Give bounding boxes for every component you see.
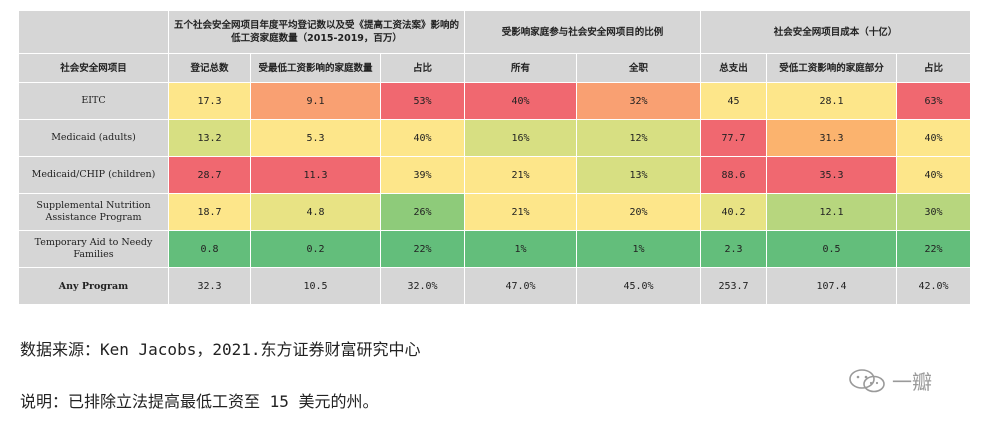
group-header-cost: 社会安全网项目成本（十亿） [700,10,972,54]
total-cell: 107.4 [766,267,898,305]
total-label: Any Program [18,267,169,305]
table-cell: 1% [576,230,702,268]
table-cell: 21% [464,156,578,194]
group-header-enrollment: 五个社会安全网项目年度平均登记数以及受《提高工资法案》影响的低工资家庭数量（20… [167,10,466,54]
explanation-note: 说明：已排除立法提高最低工资至 15 美元的州。 [20,392,379,411]
table-cell: 17.3 [168,82,251,120]
table-cell: 20% [576,193,702,231]
table-cell: 22% [379,230,466,268]
row-label: Supplemental Nutrition Assistance Progra… [18,193,169,231]
total-cell: 10.5 [250,267,381,305]
table-cell: 40% [379,119,466,157]
table-cell: 53% [379,82,466,120]
table-cell: 77.7 [700,119,768,157]
table-cell: 22% [896,230,972,268]
table-cell: 28.1 [766,82,898,120]
table-cell: 13.2 [168,119,251,157]
table-cell: 45 [700,82,768,120]
wechat-icon [849,368,885,392]
total-cell: 32.3 [168,267,251,305]
column-header: 社会安全网项目 [18,53,169,83]
source-note: 数据来源：Ken Jacobs，2021.东方证券财富研究中心 [20,340,421,359]
total-cell: 45.0% [576,267,702,305]
row-label: Medicaid (adults) [18,119,169,157]
table-row: Temporary Aid to Needy Families 0.8 0.2 22%… [18,230,972,268]
table-cell: 12.1 [766,193,898,231]
table-cell: 88.6 [700,156,768,194]
table-cell: 26% [379,193,466,231]
table-cell: 31.3 [766,119,898,157]
table-cell: 35.3 [766,156,898,194]
safety-net-table: 五个社会安全网项目年度平均登记数以及受《提高工资法案》影响的低工资家庭数量（20… [18,10,972,305]
table-cell: 39% [379,156,466,194]
table-cell: 0.8 [168,230,251,268]
column-header: 受低工资影响的家庭部分 [766,53,898,83]
column-header: 总支出 [700,53,768,83]
table-cell: 0.2 [250,230,381,268]
table-cell: 30% [896,193,972,231]
table-cell: 12% [576,119,702,157]
table-cell: 28.7 [168,156,251,194]
column-header: 受最低工资影响的家庭数量 [250,53,381,83]
table-row: EITC 17.3 9.1 53% 40% 32% 45 28.1 63% [18,82,972,120]
table-cell: 4.8 [250,193,381,231]
row-label: EITC [18,82,169,120]
row-label: Temporary Aid to Needy Families [18,230,169,268]
table-cell: 40.2 [700,193,768,231]
table-cell: 63% [896,82,972,120]
group-header-participation: 受影响家庭参与社会安全网项目的比例 [464,10,702,54]
total-cell: 32.0% [379,267,466,305]
table-cell: 11.3 [250,156,381,194]
total-row: Any Program 32.3 10.5 32.0% 47.0% 45.0% 253.7 1… [18,267,972,305]
table-cell: 13% [576,156,702,194]
column-header: 登记总数 [168,53,251,83]
table-cell: 32% [576,82,702,120]
table-cell: 40% [896,119,972,157]
column-header: 占比 [379,53,466,83]
table-cell: 40% [896,156,972,194]
table-cell: 21% [464,193,578,231]
table-cell: 2.3 [700,230,768,268]
column-header: 全职 [576,53,702,83]
total-cell: 253.7 [700,267,768,305]
row-label: Medicaid/CHIP (children) [18,156,169,194]
watermark: 一瓣 [848,366,932,395]
table-cell: 0.5 [766,230,898,268]
table-cell: 5.3 [250,119,381,157]
watermark-text: 一瓣 [892,370,932,394]
table-cell: 16% [464,119,578,157]
table-cell: 1% [464,230,578,268]
header-corner [18,10,169,54]
total-cell: 47.0% [464,267,578,305]
column-header: 所有 [464,53,578,83]
total-cell: 42.0% [896,267,972,305]
table-row: Medicaid (adults) 13.2 5.3 40% 16% 12% 77.7 31.… [18,119,972,157]
table-cell: 18.7 [168,193,251,231]
table-row: Medicaid/CHIP (children) 28.7 11.3 39% 21% 13… [18,156,972,194]
table-cell: 9.1 [250,82,381,120]
table-row: Supplemental Nutrition Assistance Progra… [18,193,972,231]
table-cell: 40% [464,82,578,120]
column-header: 占比 [896,53,972,83]
